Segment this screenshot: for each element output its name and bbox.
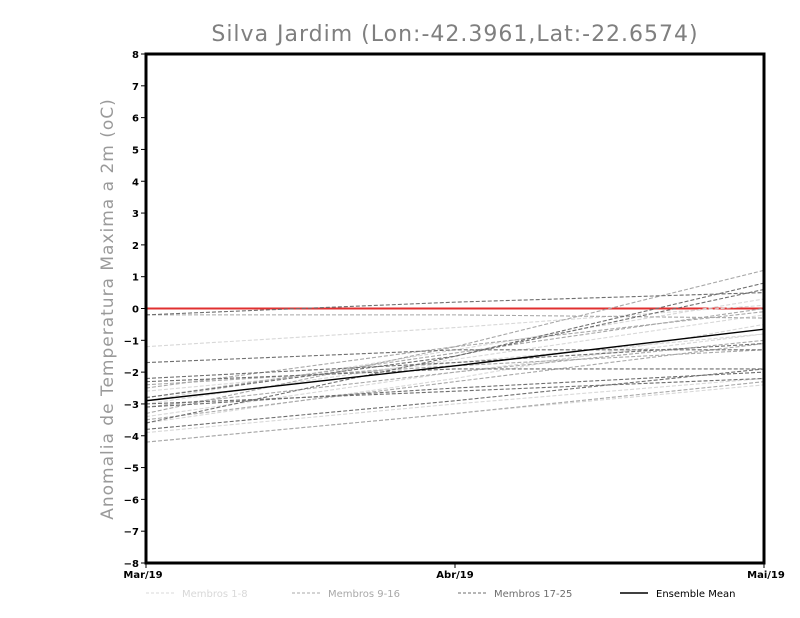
ensemble-mean-line (145, 328, 765, 402)
y-tick-label: 5 (132, 145, 139, 156)
member-line-5 (145, 333, 765, 392)
y-tick-label: −3 (124, 400, 139, 411)
chart-title: Silva Jardim (Lon:-42.3961,Lat:-22.6574) (211, 22, 698, 47)
x-tick-label: Mai/19 (747, 570, 785, 581)
y-tick-label: −5 (124, 464, 139, 475)
legend-label: Ensemble Mean (656, 589, 735, 600)
member-line-8 (145, 333, 765, 418)
x-tick-label: Mar/19 (123, 570, 162, 581)
y-axis: −8 −7 −6 −5 −4 −3 −2 −1 0 1 2 3 4 5 6 7 8 (124, 50, 146, 570)
member-line-22 (145, 342, 765, 380)
y-tick-label: 7 (132, 82, 139, 93)
series-layer (145, 269, 765, 443)
y-tick-label: 3 (132, 209, 139, 220)
y-tick-label: 1 (132, 273, 139, 284)
x-tick-label: Abr/19 (436, 570, 473, 581)
y-tick-label: 8 (132, 50, 139, 61)
y-tick-label: −2 (124, 368, 139, 379)
member-line-24 (145, 368, 764, 383)
member-line-14 (145, 339, 765, 408)
member-line-19 (145, 288, 765, 399)
y-tick-label: −4 (124, 432, 139, 443)
member-line-23 (145, 282, 765, 424)
member-line-15 (146, 314, 765, 319)
x-axis: Mar/19 Abr/19 Mai/19 (123, 563, 785, 581)
y-tick-label: 6 (132, 114, 139, 125)
legend-label: Membros 17-25 (494, 589, 572, 600)
y-tick-label: −8 (124, 559, 139, 570)
y-tick-label: 4 (132, 177, 139, 188)
member-line-18 (145, 368, 765, 430)
member-line-25 (145, 377, 765, 405)
member-line-20 (145, 292, 765, 316)
member-line-12 (145, 342, 765, 421)
member-line-17 (145, 349, 764, 364)
member-line-6 (145, 377, 765, 434)
legend-label: Membros 9-16 (328, 589, 400, 600)
member-line-2 (145, 323, 765, 424)
y-axis-label: Anomalia de Temperatura Maxima a 2m (oC) (98, 98, 118, 520)
member-line-10 (145, 311, 765, 389)
legend-label: Membros 1-8 (182, 589, 248, 600)
member-line-9 (145, 269, 765, 415)
y-tick-label: −6 (124, 495, 139, 506)
member-line-3 (145, 304, 765, 348)
member-line-16 (145, 307, 765, 399)
member-line-11 (145, 381, 765, 443)
y-tick-label: −1 (124, 336, 139, 347)
y-tick-label: 0 (132, 305, 139, 316)
y-tick-label: 2 (132, 241, 139, 252)
y-tick-label: −7 (124, 527, 139, 538)
legend: Membros 1-8 Membros 9-16 Membros 17-25 Ense… (146, 589, 735, 600)
